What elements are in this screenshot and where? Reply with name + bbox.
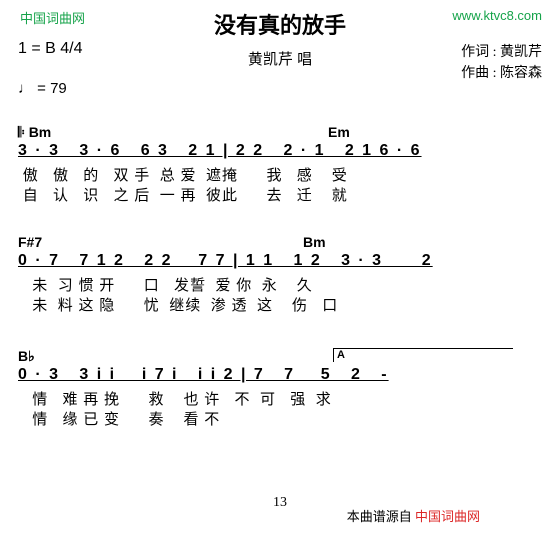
chord-row: B♭ A	[18, 348, 542, 366]
lyric-line: 未 料 这 隐 忧 继续 渗 透 这 伤 口	[18, 294, 542, 314]
footer-prefix: 本曲谱源自	[347, 509, 412, 524]
music-section: 𝄆 Bm Em 3 · 3 3 · 6 6 3 2 1 | 2 2 2 · 1 …	[18, 124, 542, 204]
music-section: F#7 Bm 0 · 7 7 1 2 2 2 7 7 | 1 1 1 2 3 ·…	[18, 234, 542, 314]
composer: 作曲 : 陈容森	[461, 63, 542, 84]
watermark-left: 中国词曲网	[20, 8, 85, 27]
chord-symbol: Em	[328, 124, 350, 140]
singer-credit: 黄凯芹 唱	[248, 48, 312, 69]
chord-symbol: Bm	[303, 234, 326, 250]
watermark-right: www.ktvc8.com	[452, 8, 542, 23]
chord-symbol: 𝄆 Bm	[18, 124, 51, 141]
volta-bracket: A	[333, 348, 513, 362]
key-signature: 1 = B 4/4	[18, 40, 83, 58]
lyric-line: 情 难 再 挽 救 也 许 不 可 强 求	[18, 388, 542, 408]
song-title: 没有真的放手	[214, 8, 346, 40]
notation-row: 3 · 3 3 · 6 6 3 2 1 | 2 2 2 · 1 2 1 6 · …	[18, 142, 542, 164]
notation-row: 0 · 3 3 i i i 7 i i i 2 | 7 7 5 2 -	[18, 366, 542, 388]
notation-row: 0 · 7 7 1 2 2 2 7 7 | 1 1 1 2 3 · 3 2	[18, 252, 542, 274]
lyric-line: 自 认 识 之 后 一 再 彼此 去 迁 就	[18, 184, 542, 204]
lyric-line: 情 缘 已 变 奏 看 不	[18, 408, 542, 428]
music-section: B♭ A 0 · 3 3 i i i 7 i i i 2 | 7 7 5 2 -…	[18, 348, 542, 428]
lyricist: 作词 : 黄凯芹	[461, 42, 542, 63]
credits-block: 作词 : 黄凯芹 作曲 : 陈容森	[461, 42, 542, 84]
chord-row: F#7 Bm	[18, 234, 542, 252]
lyric-line: 未 习 惯 开 口 发誓 爱 你 永 久	[18, 274, 542, 294]
chord-symbol: F#7	[18, 234, 42, 250]
footer-attribution: 本曲谱源自 中国词曲网	[347, 506, 480, 525]
page-number: 13	[273, 495, 287, 511]
footer-source: 中国词曲网	[415, 509, 480, 524]
chord-row: 𝄆 Bm Em	[18, 124, 542, 142]
tempo-marking: ♩ = 79	[18, 80, 67, 97]
chord-symbol: B♭	[18, 348, 35, 365]
lyric-line: 傲 傲 的 双 手 总 爱 遮掩 我 感 受	[18, 164, 542, 184]
